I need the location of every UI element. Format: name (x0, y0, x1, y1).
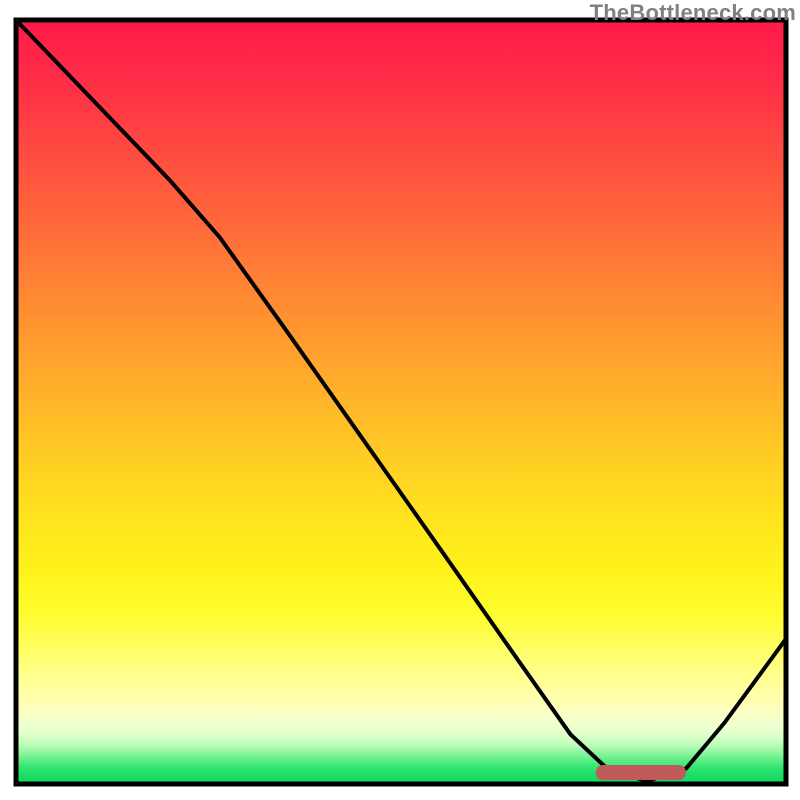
watermark-text: TheBottleneck.com (590, 0, 796, 26)
optimal-range-marker (596, 765, 686, 780)
chart-container: TheBottleneck.com (0, 0, 800, 800)
bottleneck-chart-svg (0, 0, 800, 800)
plot-background (16, 20, 786, 784)
